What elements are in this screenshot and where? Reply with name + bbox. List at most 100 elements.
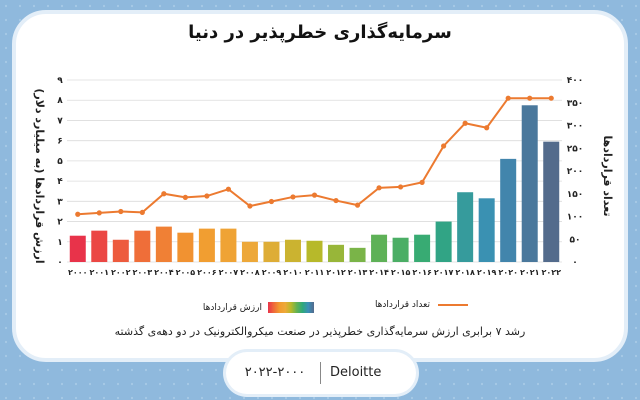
bg-dot [102,368,106,372]
x-tick-label: ۲۰۰۴ [154,268,174,277]
x-tick-label: ۲۰۱۳ [348,268,368,277]
line-point [118,208,124,215]
bg-dot [186,382,190,386]
bg-dot [480,4,484,8]
line-point [527,95,533,101]
bg-dot [634,228,638,232]
x-tick-label: ۲۰۱۱ [305,268,325,277]
bg-dot [592,4,596,8]
bg-dot [144,368,148,372]
bg-dot [4,368,8,372]
bg-dot [634,144,638,148]
bg-dot [214,382,218,386]
bg-dot [4,382,8,386]
line-point [161,191,167,197]
bg-dot [18,396,22,400]
bg-dot [578,382,582,386]
line-point [311,192,318,198]
bar [521,105,538,263]
bg-dot [634,172,638,176]
y-right-tick-label: ۰ [572,258,578,268]
bg-dot [116,396,120,400]
bg-dot [396,396,400,400]
bg-dot [200,368,204,372]
bg-dot [634,18,638,22]
bg-dot [4,200,8,204]
bg-dot [4,214,8,218]
bg-dot [634,60,638,64]
bg-dot [424,382,428,386]
chart-caption: رشد ۷ برابری ارزش سرمایه‌گذاری خطرپذیر د… [114,325,526,338]
bg-dot [200,382,204,386]
bg-dot [634,200,638,204]
bg-dot [480,368,484,372]
y-right-tick-label: ۲۵۰ [567,144,583,154]
line-point [182,194,188,200]
bar [543,141,560,262]
bg-dot [634,4,638,8]
bg-dot [60,4,64,8]
bg-dot [452,382,456,386]
bg-dot [4,326,8,330]
bg-dot [186,368,190,372]
chart-title: سرمایه‌گذاری خطرپذیر در دنیا [188,22,452,43]
bg-dot [242,4,246,8]
bar [263,241,280,262]
x-tick-label: ۲۰۲۲ [541,268,561,277]
bg-dot [452,368,456,372]
y-right-tick-label: ۱۵۰ [567,190,583,200]
y-right-tick-label: ۲۰۰ [567,167,583,177]
bg-dot [284,396,288,400]
bg-dot [522,368,526,372]
bg-dot [256,396,260,400]
bg-dot [620,4,624,8]
bg-dot [4,242,8,246]
bg-dot [88,396,92,400]
line-point [505,95,511,101]
bg-dot [634,326,638,330]
bg-dot [228,396,232,400]
bg-dot [74,368,78,372]
bg-dot [438,4,442,8]
line-point [247,203,253,209]
bg-dot [18,382,22,386]
y-right-tick-label: ۱۰۰ [567,213,583,223]
bg-dot [172,368,176,372]
legend-bar-label: ارزش قراردادها [202,303,262,313]
bg-dot [606,382,610,386]
bg-dot [634,88,638,92]
bg-dot [18,4,22,8]
bg-dot [298,4,302,8]
line-point [376,185,382,191]
bg-dot [130,382,134,386]
bg-dot [452,396,456,400]
bg-dot [4,116,8,120]
bg-dot [102,382,106,386]
bg-dot [522,382,526,386]
bg-dot [4,102,8,106]
x-tick-label: ۲۰۰۷ [219,268,239,277]
bg-dot [354,4,358,8]
bg-dot [480,396,484,400]
bg-dot [60,396,64,400]
bg-dot [326,4,330,8]
line-point [354,202,361,208]
bg-dot [18,368,22,372]
bg-dot [592,382,596,386]
bg-dot [634,340,638,344]
bg-dot [130,4,134,8]
line-point [96,210,102,216]
bg-dot [158,4,162,8]
bg-dot [46,396,50,400]
line-point [419,179,425,185]
bg-dot [634,74,638,78]
bg-dot [284,4,288,8]
legend [268,302,468,313]
bg-dot [606,396,610,400]
bg-dot [46,4,50,8]
bg-dot [522,396,526,400]
bg-dot [536,368,540,372]
bg-dot [634,242,638,246]
bg-dot [32,382,36,386]
bg-dot [508,396,512,400]
